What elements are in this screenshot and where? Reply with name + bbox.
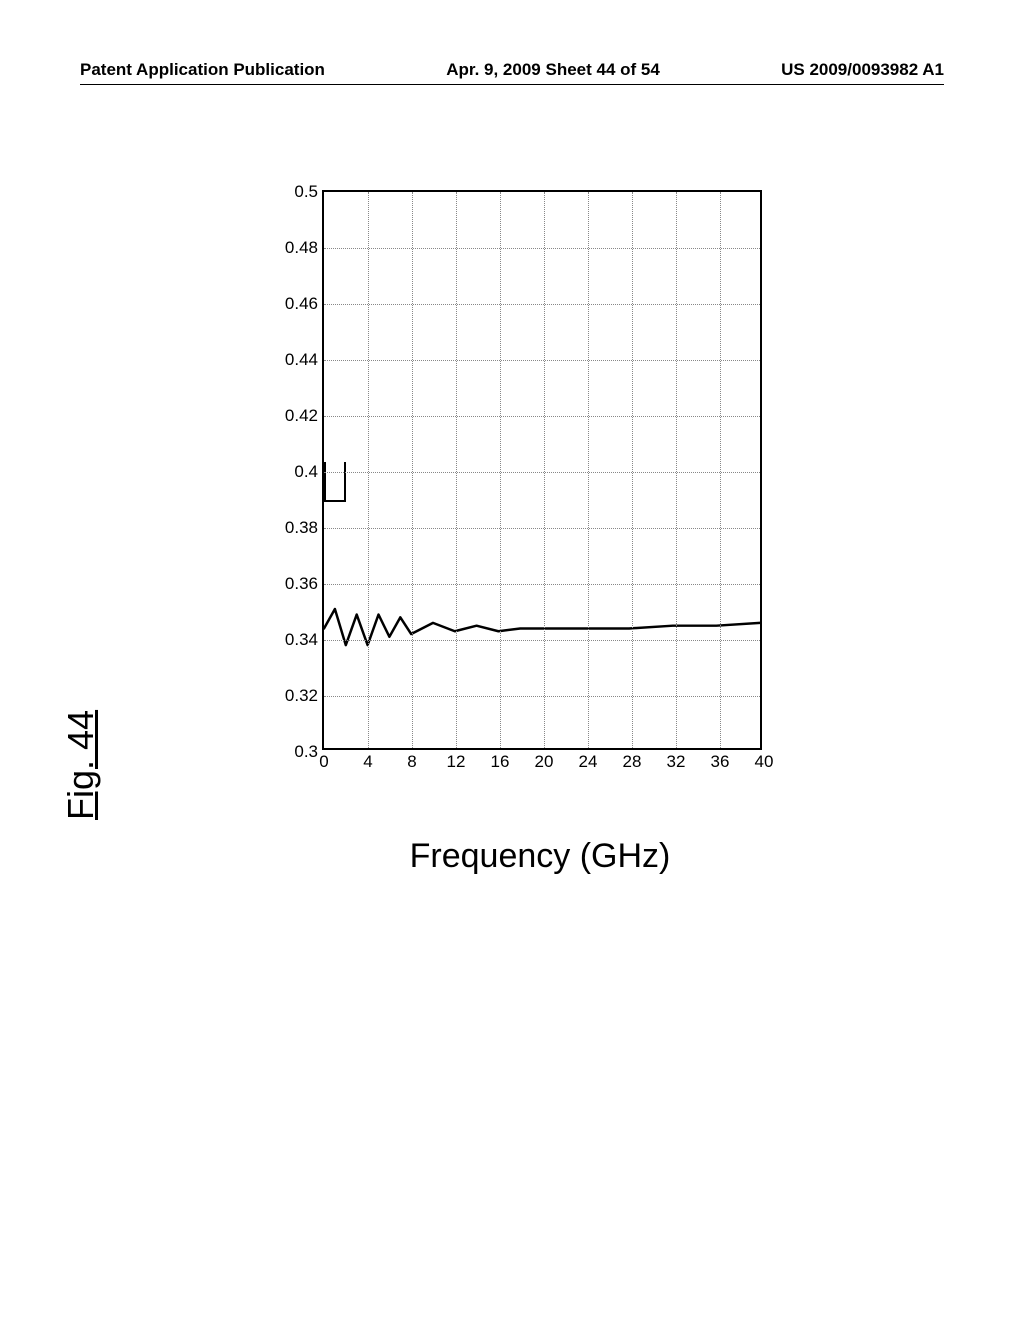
hgrid (324, 640, 760, 641)
hgrid (324, 416, 760, 417)
y-tick-label: 0.36 (285, 574, 318, 594)
vgrid (676, 192, 677, 748)
x-tick-label: 4 (363, 752, 372, 772)
y-tick-label: 0.46 (285, 294, 318, 314)
hgrid (324, 696, 760, 697)
chart-line (324, 192, 760, 748)
vgrid (456, 192, 457, 748)
hgrid (324, 304, 760, 305)
chirp-chart: Chirp Parameter Frequency (GHz) 04812162… (280, 190, 800, 800)
x-tick-label: 32 (667, 752, 686, 772)
y-tick-label: 0.3 (294, 742, 318, 762)
hgrid (324, 248, 760, 249)
y-tick-label: 0.32 (285, 686, 318, 706)
y-tick-label: 0.48 (285, 238, 318, 258)
header-center: Apr. 9, 2009 Sheet 44 of 54 (446, 60, 660, 80)
x-tick-label: 20 (535, 752, 554, 772)
x-tick-label: 12 (447, 752, 466, 772)
y-tick-label: 0.4 (294, 462, 318, 482)
hgrid (324, 584, 760, 585)
page-header: Patent Application Publication Apr. 9, 2… (0, 60, 1024, 80)
x-tick-label: 24 (579, 752, 598, 772)
header-left: Patent Application Publication (80, 60, 325, 80)
plot-area: 04812162024283236400.30.320.340.360.380.… (322, 190, 762, 750)
y-tick-label: 0.42 (285, 406, 318, 426)
header-right: US 2009/0093982 A1 (781, 60, 944, 80)
vgrid (588, 192, 589, 748)
x-tick-label: 8 (407, 752, 416, 772)
y-tick-label: 0.44 (285, 350, 318, 370)
y-tick-label: 0.38 (285, 518, 318, 538)
vgrid (412, 192, 413, 748)
hgrid (324, 528, 760, 529)
figure-label: Fig. 44 (60, 710, 102, 820)
header-divider (80, 84, 944, 85)
hgrid (324, 360, 760, 361)
x-tick-label: 0 (319, 752, 328, 772)
vgrid (720, 192, 721, 748)
vgrid (544, 192, 545, 748)
y-tick-label: 0.34 (285, 630, 318, 650)
x-tick-label: 40 (755, 752, 774, 772)
hgrid (324, 472, 760, 473)
vgrid (632, 192, 633, 748)
x-tick-label: 16 (491, 752, 510, 772)
x-tick-label: 36 (711, 752, 730, 772)
vgrid (368, 192, 369, 748)
y-tick-label: 0.5 (294, 182, 318, 202)
x-tick-label: 28 (623, 752, 642, 772)
x-axis-title: Frequency (GHz) (410, 837, 671, 876)
vgrid (500, 192, 501, 748)
